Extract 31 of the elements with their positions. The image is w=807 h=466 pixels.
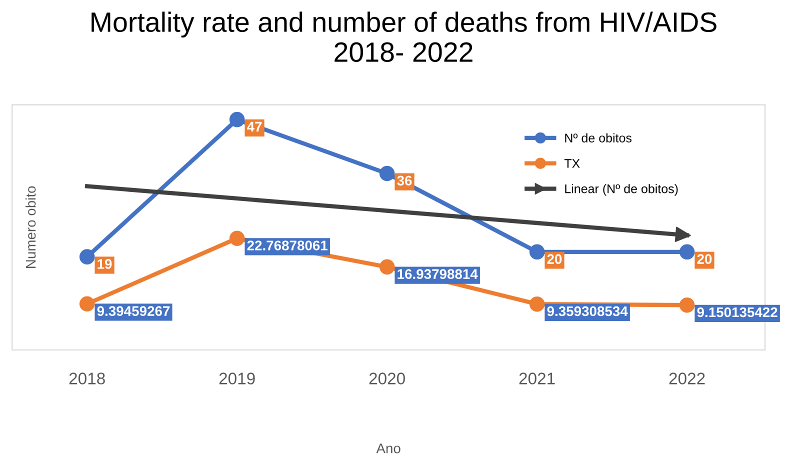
- x-tick-label: 2018: [69, 372, 105, 384]
- point: [529, 244, 545, 260]
- legend-label: Linear (Nº de obitos): [565, 184, 678, 196]
- point: [229, 112, 245, 128]
- legend-label: TX: [564, 159, 580, 168]
- data-label: 9.39459267: [97, 306, 170, 316]
- x-tick-label: 2020: [369, 372, 405, 384]
- data-label: 19: [98, 259, 112, 269]
- y-axis-title: Numero obito: [26, 186, 36, 268]
- point: [79, 249, 95, 264]
- data-label: 22.76878061: [247, 240, 328, 250]
- point: [79, 296, 95, 312]
- point: [229, 230, 245, 246]
- legend-label: Nº de obitos: [565, 133, 632, 142]
- data-label: 9.150135422: [697, 307, 778, 318]
- point: [529, 296, 545, 312]
- data-label: 47: [247, 122, 262, 132]
- point: [379, 259, 395, 275]
- data-label: 16.93798814: [398, 269, 478, 280]
- point: [679, 244, 695, 260]
- data-label: 36: [397, 176, 412, 186]
- data-label: 20: [547, 254, 562, 264]
- chart-title: Mortality rate and number of deaths from HIV/AIDS 2018- 2022: [92, 12, 716, 62]
- x-tick-label: 2022: [669, 372, 705, 384]
- data-label: 9.359308534: [547, 306, 628, 316]
- x-tick-label: 2019: [219, 372, 255, 384]
- x-axis-title: Ano: [376, 444, 400, 454]
- point: [379, 166, 395, 182]
- x-tick-label: 2021: [519, 372, 555, 384]
- data-label: 20: [697, 254, 712, 264]
- point: [679, 297, 695, 313]
